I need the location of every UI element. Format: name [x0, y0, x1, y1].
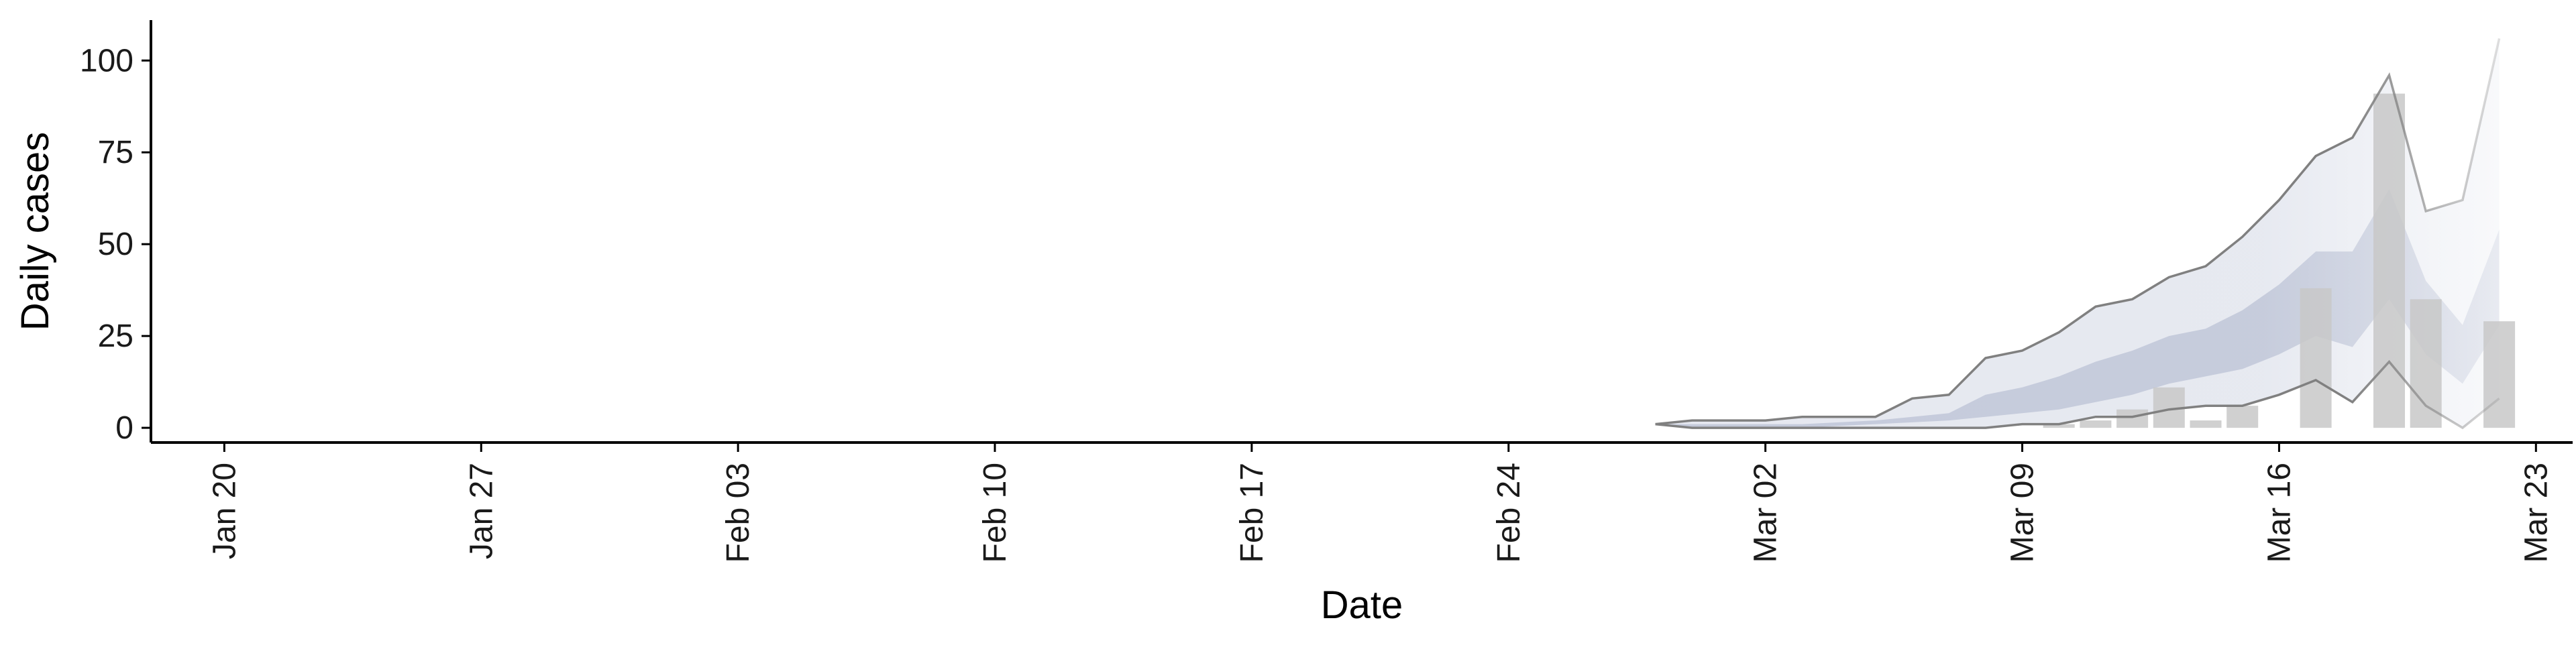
lower-bound-line — [1655, 359, 2500, 430]
x-tick-label: Feb 17 — [1234, 463, 1270, 563]
x-tick-label: Mar 16 — [2261, 463, 2297, 563]
bar — [2116, 409, 2149, 428]
bands-layer — [1655, 38, 2500, 428]
x-tick-label: Feb 24 — [1491, 463, 1527, 563]
bound-lines-layer — [1655, 38, 2501, 430]
y-tick-label: 0 — [115, 410, 133, 446]
x-tick-label: Jan 20 — [207, 463, 242, 559]
x-tick-label: Mar 09 — [2005, 463, 2041, 563]
band-inner — [1655, 189, 2500, 428]
bar — [2373, 93, 2405, 428]
y-axis-title: Daily cases — [13, 132, 57, 331]
bar — [2483, 321, 2516, 428]
y-tick-label: 100 — [80, 43, 133, 78]
x-tick-label: Jan 27 — [464, 463, 499, 559]
upper-bound-line — [1655, 38, 2501, 426]
y-tick-label: 75 — [98, 135, 133, 170]
bar — [2410, 299, 2442, 428]
ticks-layer: 0 25 50 75 100 Jan 20 Jan 27 Feb 03 Feb 10 Feb 17… — [80, 43, 2554, 563]
bar — [2190, 420, 2222, 428]
bar — [2226, 406, 2259, 428]
x-tick-label: Mar 02 — [1748, 463, 1784, 563]
bar — [2080, 420, 2112, 428]
y-tick-label: 25 — [98, 318, 133, 354]
x-tick-label: Mar 23 — [2518, 463, 2554, 563]
y-tick-label: 50 — [98, 227, 133, 262]
axes-layer — [150, 20, 2573, 444]
bars-layer — [2043, 93, 2516, 428]
x-tick-label: Feb 03 — [720, 463, 756, 563]
bar — [2300, 288, 2332, 428]
bar — [2043, 424, 2075, 428]
x-tick-label: Feb 10 — [977, 463, 1013, 563]
x-axis-title: Date — [1321, 583, 1403, 627]
